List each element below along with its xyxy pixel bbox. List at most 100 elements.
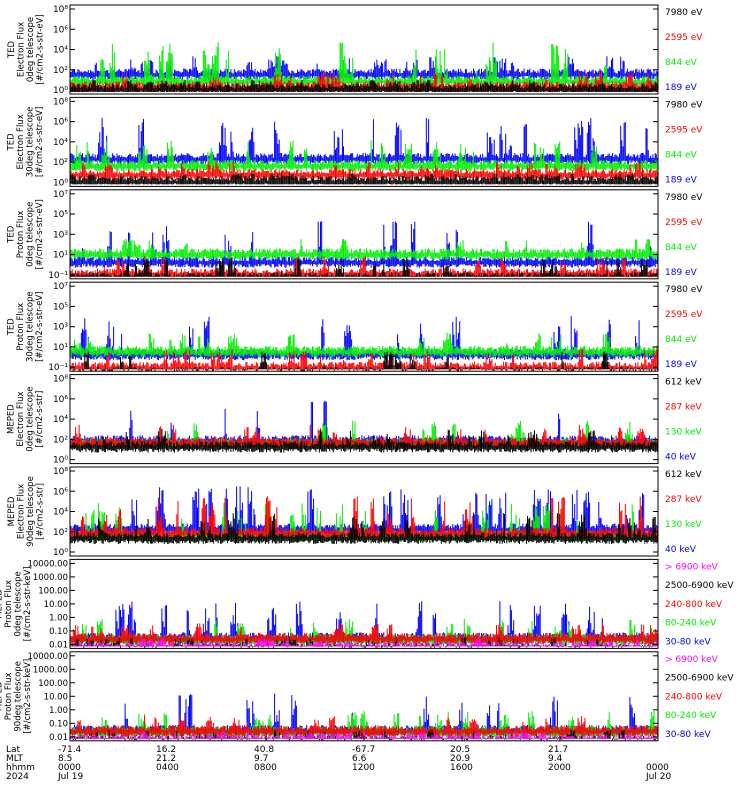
legend-entry-black: 612 keV [665,378,702,388]
y-axis-label: Electron Flux [16,114,26,169]
y-tick-label: 10² [53,528,68,538]
x-tick-label-mlt: 6.6 [352,754,367,764]
x-tick-label-hhmm: 0400 [156,763,179,773]
y-axis-label: 90deg telescope [14,661,24,732]
y-tick-label: 10⁸ [53,97,68,107]
panel-data [70,601,658,648]
y-axis-label: 0deg telescope [26,386,36,451]
y-tick-label: 10⁸ [53,5,68,15]
y-tick-label: 10⁻¹ [48,363,68,373]
x-tick-label-date: Jul 20 [645,772,671,782]
y-tick-label: 0.01 [49,640,68,650]
x-tick-label-date: Jul 19 [57,772,83,782]
series-black [70,513,658,544]
y-tick-label: 10000.00 [27,652,68,662]
series-black [70,429,658,453]
x-tick-label-lat: 21.7 [548,745,568,755]
y-axis-label: MEPED [7,404,17,434]
y-tick-label: 10000.00 [27,559,68,569]
y-tick-label: 10⁸ [53,375,68,385]
x-tick-label-lat: 40.8 [254,745,274,755]
y-axis-label: [#/cm2-s-str-eV] [35,107,45,177]
panel-8: 10000.00 1000.00 100.00 10.00 1.00 0.10 0.01 ME… [0,651,734,743]
y-axis-label: MEPED [7,496,17,526]
y-axis-label: Electron Flux [16,391,26,446]
y-tick-label: 10⁵ [53,302,68,312]
legend-entry-red: 2595 eV [665,33,703,43]
legend-entry-red: 2595 eV [665,125,703,135]
panel-data [70,117,658,185]
x-tick-label-hhmm: 2000 [548,763,571,773]
y-tick-label: 10² [53,158,68,168]
series-red [70,256,658,277]
panel-4: 10⁷ 10⁵ 10³ 10¹ 10⁻¹ TED Proton Flux 30deg tele… [7,281,703,373]
x-tick-label-lat: -71.4 [58,745,82,755]
y-tick-label: 10⁸ [53,467,68,477]
x-tick-label-lat: 16.2 [156,745,176,755]
y-axis-label: [#/cm2-s-str-eV] [35,199,45,269]
y-axis-label: 0deg telescope [26,17,36,82]
legend-entry-green: 844 eV [665,150,698,160]
y-tick-label: 10⁴ [53,138,68,148]
legend-entry-black: 7980 eV [665,193,703,203]
y-axis-label: 30deg telescope [26,107,36,178]
y-tick-label: 0.01 [49,733,68,743]
y-axis-label: [#/cm2-s-str] [35,391,45,448]
legend-entry-black: 2500-6900 keV [665,674,734,684]
y-tick-label: 10⁵ [53,210,68,220]
legend-entry-green: 130 keV [665,520,702,530]
legend-entry-green: 844 eV [665,58,698,68]
series-blue [70,56,658,80]
legend-entry-blue: 189 eV [665,175,698,185]
panel-5: 10⁸ 10⁶ 10⁴ 10² 10⁰ MEPED Electron Flux 0deg te… [7,374,702,466]
x-tick-label-mlt: 21.2 [156,754,176,764]
y-axis-label: Electron Flux [16,484,26,539]
legend-entry-black: 2500-6900 keV [665,581,734,591]
y-tick-label: 10⁶ [53,118,68,128]
y-axis-label: [#/cm2-s-str-eV] [35,292,45,362]
x-tick-label-hhmm: 1200 [352,763,375,773]
y-axis-label: [#/cm2-s-str-eV] [35,14,45,84]
series-green [70,618,658,646]
legend-entry-green: 80-240 keV [665,711,717,721]
panel-3: 10⁷ 10⁵ 10³ 10¹ 10⁻¹ TED Proton Flux 0deg teles… [7,189,703,281]
legend-entry-blue: 40 keV [665,453,697,463]
series-green [70,140,658,172]
y-tick-label: 1.00 [49,613,68,623]
y-axis-label: TED [7,318,17,337]
y-axis-label: [#/cm2-s-str] [35,483,45,540]
x-tick-label-hhmm: 0000 [646,763,669,773]
legend-entry-magenta: > 6900 keV [665,655,719,665]
legend-entry-blue: 40 keV [665,545,697,555]
y-axis-label: TED [7,40,17,59]
y-tick-label: 10⁴ [53,46,68,56]
y-axis-label: 0deg telescope [14,571,24,636]
y-tick-label: 10⁴ [53,415,68,425]
y-tick-label: 0.10 [49,719,68,729]
y-axis-label: Proton Flux [4,672,14,720]
panel-data [70,400,658,453]
y-axis-label: MEPED [0,681,5,711]
y-tick-label: 1.00 [49,706,68,716]
panel-1: 10⁸ 10⁶ 10⁴ 10² 10⁰ TED Electron Flux 0deg tele… [7,4,703,96]
y-tick-label: 1000.00 [33,665,68,675]
y-axis-label: MEPED [0,589,5,619]
y-tick-label: 10² [53,66,68,76]
panel-2: 10⁸ 10⁶ 10⁴ 10² 10⁰ TED Electron Flux 30deg tel… [7,96,703,188]
y-tick-label: 10⁰ [53,548,68,558]
legend-entry-green: 130 keV [665,428,702,438]
y-axis-label: [#/cm2-s-str-keV] [23,566,33,641]
series-black [70,351,658,372]
legend-entry-red: 2595 eV [665,310,703,320]
series-green [70,332,658,358]
legend-entry-black: 7980 eV [665,285,703,295]
x-row-label: MLT [6,754,24,764]
y-tick-label: 100.00 [38,679,68,689]
x-tick-label-lat: 20.5 [450,745,470,755]
y-tick-label: 10⁴ [53,508,68,518]
x-tick-label-mlt: 8.5 [58,754,72,764]
panel-data [70,316,658,372]
legend-entry-black: 612 keV [665,470,702,480]
y-axis-label: 30deg telescope [26,291,36,362]
